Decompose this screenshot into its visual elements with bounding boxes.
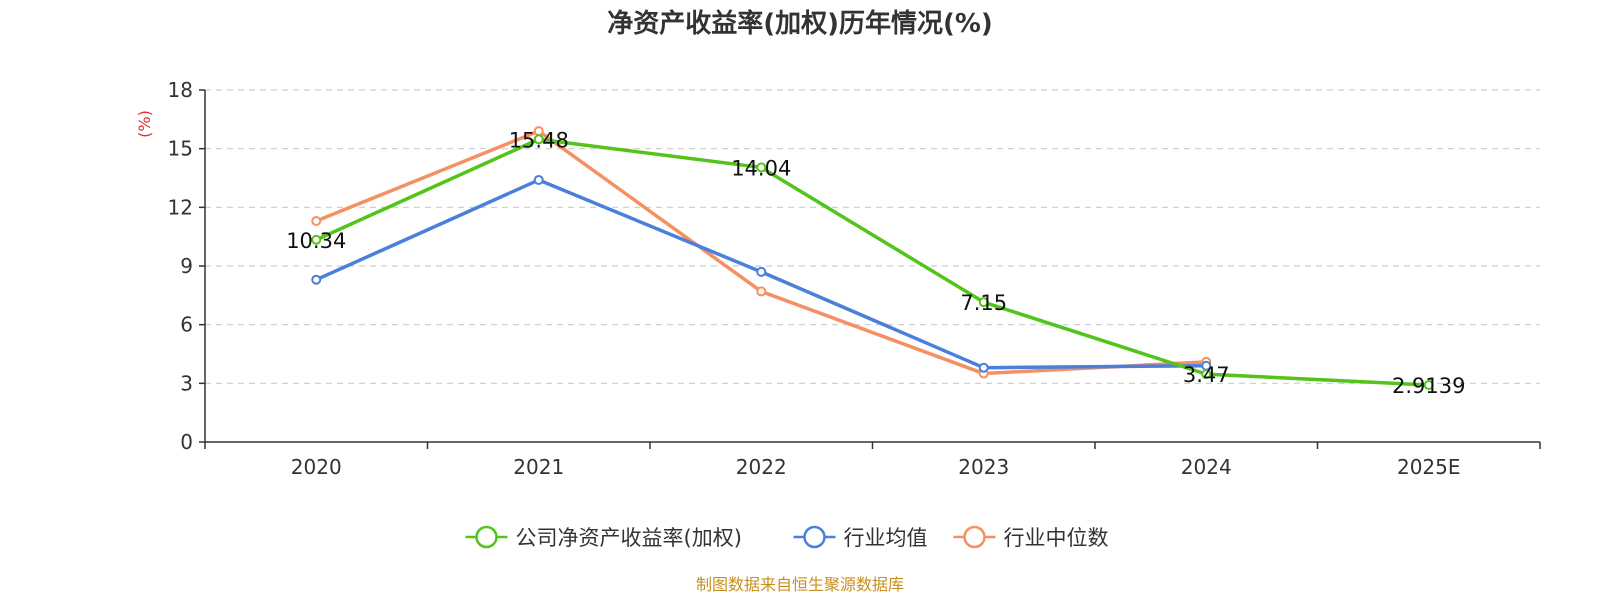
data-point[interactable] xyxy=(533,174,544,185)
data-point[interactable] xyxy=(978,362,989,373)
series-line-0 xyxy=(314,137,1431,387)
legend-item-0[interactable]: 公司净资产收益率(加权) xyxy=(465,525,742,550)
y-tick-label: 0 xyxy=(180,430,193,454)
x-tick-label: 2025E xyxy=(1397,455,1461,479)
legend-item-2[interactable]: 行业中位数 xyxy=(953,525,1109,550)
legend-swatch-marker xyxy=(475,525,498,549)
x-tick-label: 2023 xyxy=(958,455,1009,479)
data-point[interactable] xyxy=(311,216,322,227)
y-axis-label: (%) xyxy=(135,110,154,138)
data-point[interactable] xyxy=(756,286,767,297)
data-point[interactable] xyxy=(978,297,989,308)
x-tick-label: 2020 xyxy=(291,455,342,479)
x-tick-label: 2022 xyxy=(736,455,787,479)
data-labels: 10.34 15.48 14.04 7.15 3.47 2.9139 xyxy=(286,128,1465,398)
data-point[interactable] xyxy=(756,266,767,277)
legend-label: 行业中位数 xyxy=(1004,526,1109,550)
x-tick-label: 2021 xyxy=(513,455,564,479)
axes: 0 3 6 9 12 15 18 2020 2021 2022 2023 2024 2025E xyxy=(168,78,1541,479)
legend[interactable]: 公司净资产收益率(加权) 行业均值 行业中位数 xyxy=(465,525,1109,550)
legend-item-1[interactable]: 行业均值 xyxy=(793,525,928,550)
legend-swatch-marker xyxy=(963,525,986,549)
x-tick-label: 2024 xyxy=(1181,455,1232,479)
data-point[interactable] xyxy=(533,134,544,145)
source-note: 制图数据来自恒生聚源数据库 xyxy=(696,575,904,594)
gridlines xyxy=(205,89,1540,384)
legend-label: 行业均值 xyxy=(844,526,928,550)
chart-title: 净资产收益率(加权)历年情况(%) xyxy=(607,8,993,39)
data-label: 3.47 xyxy=(1183,363,1230,387)
data-point[interactable] xyxy=(311,234,322,245)
data-label: 10.34 xyxy=(286,229,346,253)
y-tick-label: 9 xyxy=(180,254,193,278)
series-lines xyxy=(311,126,1434,391)
y-tick-label: 3 xyxy=(180,371,193,395)
y-tick-label: 6 xyxy=(180,313,193,337)
legend-swatch-marker xyxy=(803,525,826,549)
data-point[interactable] xyxy=(1423,380,1434,391)
y-tick-label: 18 xyxy=(168,78,193,102)
data-label: 2.9139 xyxy=(1392,374,1465,398)
data-label: 14.04 xyxy=(731,156,791,180)
y-tick-label: 12 xyxy=(168,195,193,219)
data-label: 7.15 xyxy=(960,291,1007,315)
data-label: 15.48 xyxy=(509,128,569,152)
data-point[interactable] xyxy=(1201,369,1212,380)
data-point[interactable] xyxy=(756,162,767,173)
data-point[interactable] xyxy=(311,274,322,285)
legend-label: 公司净资产收益率(加权) xyxy=(516,526,742,550)
y-tick-label: 15 xyxy=(168,137,193,161)
